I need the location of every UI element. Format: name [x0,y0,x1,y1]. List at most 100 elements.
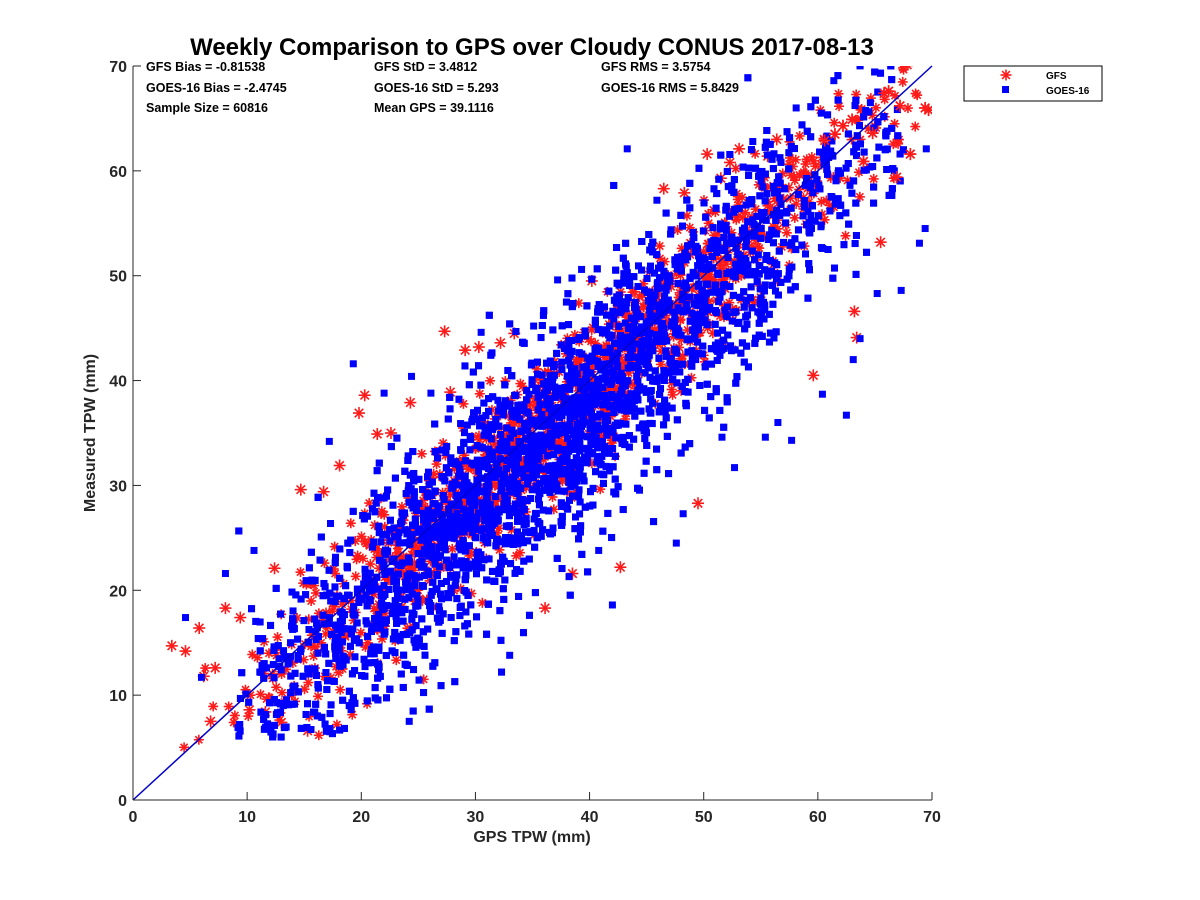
gfs-point [272,632,283,643]
goes16-point [844,130,852,138]
goes16-point [302,710,310,718]
gfs-point [295,567,306,578]
goes16-point [450,637,458,645]
gfs-point [458,398,469,409]
goes16-point [802,250,810,258]
goes16-point [643,441,651,449]
gfs-point [474,388,485,399]
goes16-point [346,642,354,650]
goes16-point [386,537,394,545]
gfs-point [306,595,317,606]
goes16-point [450,553,458,561]
gfs-point [396,501,407,512]
goes16-point [384,486,392,494]
goes16-point [888,185,896,193]
goes16-point [804,294,812,302]
goes16-point [438,629,446,637]
goes16-point [475,362,483,370]
gfs-point [732,194,743,205]
goes16-point [720,423,728,431]
gfs-point [654,241,665,252]
gfs-point [733,142,746,155]
goes16-point [640,469,648,477]
goes16-point [650,377,658,385]
gfs-point [692,497,705,510]
gfs-point [816,196,827,207]
gfs-point [313,730,324,741]
goes16-point [383,694,391,702]
goes16-point [575,493,583,501]
goes16-point [472,570,480,578]
goes16-point [421,651,429,659]
gfs-point [897,76,908,87]
goes16-point [477,381,485,389]
gfs-point [705,269,716,280]
goes16-point [465,381,473,389]
goes16-point [531,589,539,597]
gfs-point [234,611,247,624]
goes16-point [578,550,586,558]
goes16-point [497,487,505,495]
goes16-point [800,203,808,211]
gfs-point [165,639,178,652]
gfs-point [614,561,627,574]
goes16-point [712,204,720,212]
goes16-point [336,574,344,582]
goes16-point [420,689,428,697]
goes16-point [775,247,783,255]
goes16-point [565,357,573,365]
gfs-point [912,90,923,101]
goes16-point [374,696,382,704]
gfs-point [252,652,263,663]
gfs-point [494,336,507,349]
goes16-point [829,274,837,282]
goes16-point [539,526,547,534]
goes16-point [466,446,474,454]
goes16-point [380,494,388,502]
goes16-point [558,565,566,573]
goes16-point [723,167,731,175]
gfs-point [800,159,811,170]
goes16-point [883,166,891,174]
gfs-point [391,655,402,666]
gfs-point [438,325,451,338]
goes16-point [575,535,583,543]
gfs-point [854,191,865,202]
gfs-point [840,230,851,241]
goes16-point [769,281,777,289]
goes16-point [327,701,335,709]
goes16-point [418,615,426,623]
gfs-point [356,531,367,542]
goes16-point [716,406,724,414]
goes16-point [824,245,832,253]
gfs-point [353,407,366,420]
goes16-point [289,607,297,615]
goes16-point [256,647,264,655]
gfs-point [209,661,222,674]
goes16-point [765,338,773,346]
gfs-point [701,148,714,161]
gfs-point [223,701,234,712]
gfs-point [794,130,805,141]
goes16-point [702,280,710,288]
goes16-point [896,150,904,158]
goes16-point [488,567,496,575]
goes16-point [492,542,500,550]
goes16-point [800,197,808,205]
gfs-point [313,691,324,702]
goes16-point [460,439,468,447]
goes16-point [852,270,860,278]
gfs-point [848,305,861,318]
gfs-point [472,341,485,354]
gfs-point [345,518,356,529]
gfs-point [247,649,258,660]
goes16-point [564,434,572,442]
goes16-point [324,677,332,685]
goes16-point [722,202,730,210]
gfs-point [303,677,314,688]
goes16-point [894,132,902,140]
goes16-point [727,233,735,241]
gfs-point [902,103,913,114]
gfs-point [268,562,281,575]
